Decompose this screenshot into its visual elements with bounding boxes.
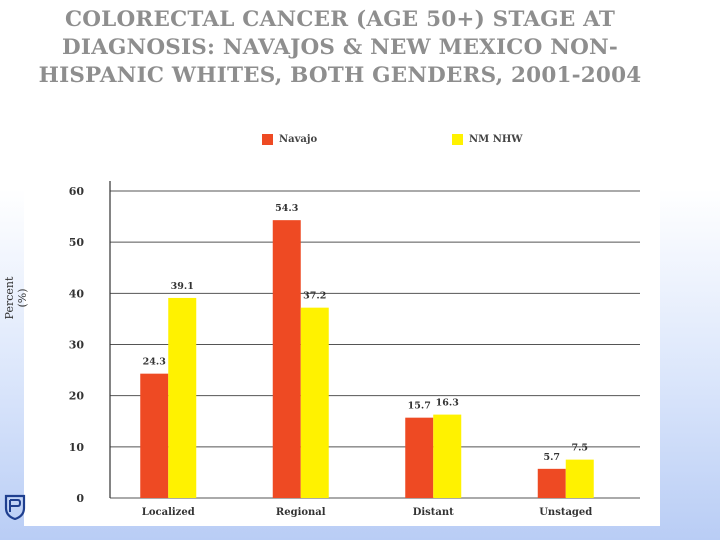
legend-swatch-navajo	[262, 134, 273, 145]
chart-title: COLORECTAL CANCER (AGE 50+) STAGE AT DIA…	[38, 7, 642, 88]
bar-nm-nhw	[433, 414, 462, 498]
legend-item-nm-nhw: NM NHW	[452, 134, 523, 145]
y-tick-label: 30	[69, 339, 85, 352]
y-tick-label: 20	[69, 390, 85, 403]
y-tick-label: 10	[69, 441, 85, 454]
data-label: 5.7	[543, 452, 560, 463]
legend-label-navajo: Navajo	[279, 134, 318, 145]
x-tick-label: Localized	[142, 507, 195, 518]
data-label: 15.7	[408, 401, 431, 412]
legend-label-nm-nhw: NM NHW	[469, 134, 523, 145]
y-tick-label: 50	[69, 236, 85, 249]
chart-legend: Navajo NM NHW	[262, 134, 562, 150]
legend-swatch-nm-nhw	[452, 134, 463, 145]
x-tick-label: Unstaged	[539, 507, 592, 518]
slide-panel	[24, 0, 660, 526]
data-label: 39.1	[171, 281, 194, 292]
bar-navajo	[405, 417, 434, 498]
data-label: 37.2	[303, 291, 326, 302]
x-tick-label: Regional	[276, 507, 326, 518]
bar-navajo	[537, 468, 566, 498]
bar-nm-nhw	[565, 459, 594, 498]
x-tick-label: Distant	[413, 507, 454, 518]
bar-navajo	[140, 373, 169, 498]
data-label: 16.3	[436, 398, 459, 409]
data-label: 54.3	[275, 203, 298, 214]
data-label: 24.3	[143, 357, 166, 368]
shield-logo-icon	[4, 494, 26, 520]
y-tick-label: 60	[69, 185, 85, 198]
data-label: 7.5	[571, 443, 588, 454]
bar-nm-nhw	[300, 307, 329, 498]
y-tick-label: 40	[69, 287, 85, 300]
bar-nm-nhw	[168, 297, 197, 498]
bar-navajo	[272, 220, 301, 499]
legend-item-navajo: Navajo	[262, 134, 317, 145]
y-tick-label: 0	[76, 492, 84, 505]
